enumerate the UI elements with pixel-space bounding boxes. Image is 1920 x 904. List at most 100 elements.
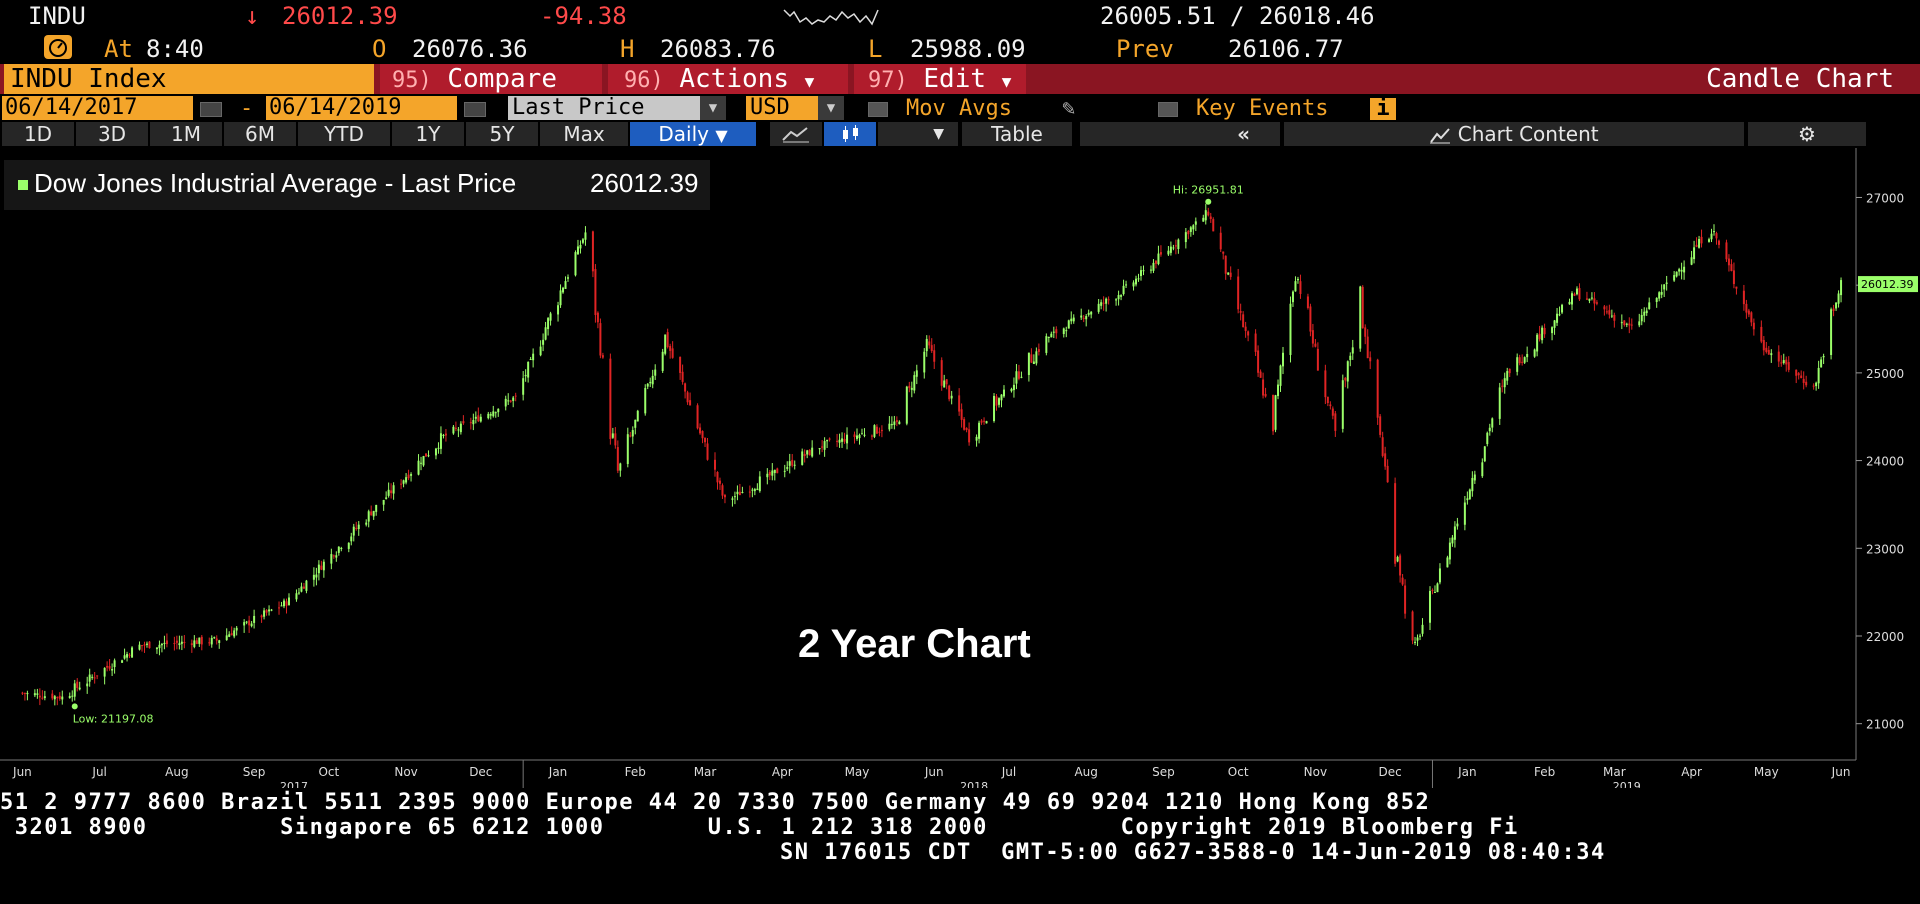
field-select[interactable]: Last Price xyxy=(508,96,702,120)
x-month-label: May xyxy=(1754,765,1779,779)
candle-body xyxy=(208,642,211,644)
candle-body xyxy=(434,448,437,456)
x-month-label: Oct xyxy=(318,765,339,779)
candle-body xyxy=(1526,354,1529,358)
actions-button[interactable]: 96) Actions ▼ xyxy=(608,64,848,94)
candle-body xyxy=(417,460,420,475)
candle-body xyxy=(1523,357,1526,363)
candle-body xyxy=(58,695,61,699)
line-chart-icon[interactable] xyxy=(770,122,822,146)
candle-body xyxy=(235,627,238,631)
candle-body xyxy=(636,410,639,422)
range-3d[interactable]: 3D xyxy=(76,122,148,146)
candle-body xyxy=(599,323,602,356)
candle-body xyxy=(121,660,124,663)
candle-body xyxy=(1448,542,1451,560)
candle-body xyxy=(126,654,129,658)
calendar-icon[interactable] xyxy=(200,102,222,117)
candle-body xyxy=(1451,537,1454,544)
candle-body xyxy=(980,420,983,423)
candle-body xyxy=(619,463,622,471)
candle-body xyxy=(1115,299,1118,301)
range-1y[interactable]: 1Y xyxy=(392,122,464,146)
gauge-icon[interactable] xyxy=(44,35,72,59)
candle-body xyxy=(165,640,168,645)
candle-body xyxy=(1660,292,1663,295)
candle-chart[interactable]: 21000220002300024000250002600027000JunJu… xyxy=(0,148,1920,788)
mov-avgs-label[interactable]: Mov Avgs xyxy=(906,96,1012,121)
y-tick-label: 27000 xyxy=(1866,191,1904,205)
periodicity-select[interactable]: Daily ▼ xyxy=(630,122,756,146)
candle-body xyxy=(611,433,614,438)
gear-icon[interactable]: ⚙ xyxy=(1748,122,1866,146)
calendar-icon[interactable] xyxy=(464,102,486,117)
chart-content-button[interactable]: Chart Content xyxy=(1284,122,1744,146)
candle-chart-icon[interactable] xyxy=(824,122,876,146)
candle-body xyxy=(718,480,721,484)
candle-body xyxy=(1072,317,1075,322)
info-icon[interactable]: i xyxy=(1370,98,1396,120)
collapse-icon[interactable]: « xyxy=(1080,122,1280,146)
candle-body xyxy=(1015,371,1018,384)
range-5y[interactable]: 5Y xyxy=(466,122,538,146)
candle-body xyxy=(1570,293,1573,305)
candle-body xyxy=(878,431,881,433)
candle-body xyxy=(1727,258,1730,266)
candle-body xyxy=(1735,286,1738,289)
candle-body xyxy=(78,687,81,690)
range-max[interactable]: Max xyxy=(540,122,628,146)
candle-body xyxy=(756,488,759,490)
candle-body xyxy=(634,419,637,428)
security-field[interactable]: INDU Index xyxy=(4,64,374,94)
candle-body xyxy=(1202,217,1205,222)
y-tick-label: 25000 xyxy=(1866,367,1904,381)
candle-body xyxy=(1224,255,1227,274)
candle-body xyxy=(1289,303,1292,355)
candle-body xyxy=(1137,278,1140,280)
candle-body xyxy=(1780,362,1783,364)
candle-body xyxy=(801,451,804,465)
compare-button[interactable]: 95) Compare xyxy=(380,64,602,94)
end-date-input[interactable]: 06/14/2019 xyxy=(266,96,457,120)
candle-body xyxy=(1132,282,1135,287)
table-button[interactable]: Table xyxy=(962,122,1072,146)
candle-body xyxy=(1690,257,1693,265)
range-6m[interactable]: 6M xyxy=(224,122,296,146)
candle-body xyxy=(721,485,724,496)
candle-body xyxy=(315,574,318,578)
chevron-down-icon[interactable]: ▼ xyxy=(700,96,726,120)
legend-text: Dow Jones Industrial Average - Last Pric… xyxy=(34,168,517,198)
candle-body xyxy=(512,397,515,401)
candle-body xyxy=(1812,385,1815,387)
candle-body xyxy=(1712,231,1715,233)
key-events-label[interactable]: Key Events xyxy=(1196,96,1329,121)
x-month-label: Jan xyxy=(548,765,568,779)
checkbox-key-events[interactable] xyxy=(1158,102,1178,117)
candle-body xyxy=(1264,393,1267,397)
candle-body xyxy=(472,420,475,425)
candle-body xyxy=(260,615,263,618)
pencil-icon[interactable]: ✎ xyxy=(1062,96,1076,121)
edit-button[interactable]: 97) Edit ▼ xyxy=(854,64,1026,94)
checkbox-mov-avgs[interactable] xyxy=(868,102,888,117)
candle-body xyxy=(1678,269,1681,272)
candle-body xyxy=(1399,555,1402,576)
currency-select[interactable]: USD xyxy=(746,96,818,120)
chevron-down-icon[interactable]: ▼ xyxy=(878,122,958,146)
candle-body xyxy=(1346,361,1349,382)
range-ytd[interactable]: YTD xyxy=(298,122,390,146)
candle-body xyxy=(320,565,323,570)
low-value: 25988.09 xyxy=(910,35,1026,63)
candle-body xyxy=(335,555,338,558)
range-1m[interactable]: 1M xyxy=(150,122,222,146)
y-tick-label: 24000 xyxy=(1866,455,1904,469)
x-year-label: 2017 xyxy=(280,780,308,788)
sparkline-icon xyxy=(783,9,879,26)
start-date-input[interactable]: 06/14/2017 xyxy=(2,96,193,120)
candle-body xyxy=(392,485,395,494)
chevron-down-icon[interactable]: ▼ xyxy=(818,96,844,120)
candle-body xyxy=(960,409,963,420)
candle-body xyxy=(61,696,64,700)
candle-body xyxy=(1125,284,1128,286)
range-1d[interactable]: 1D xyxy=(2,122,74,146)
